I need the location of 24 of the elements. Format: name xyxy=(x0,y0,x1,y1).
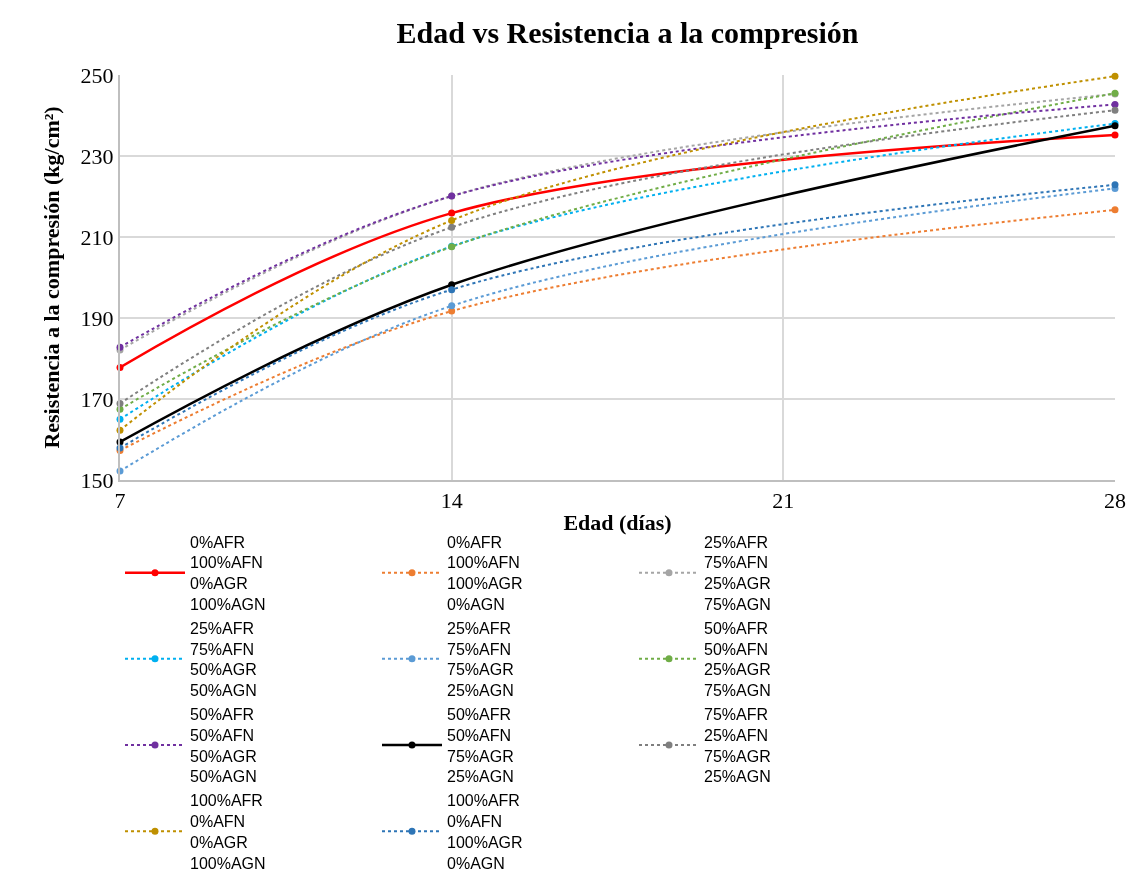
legend-label: 75%AFR 25%AFN 75%AGR 25%AGN xyxy=(704,706,771,786)
legend-label: 25%AFR 75%AFN 50%AGR 50%AGN xyxy=(190,619,257,700)
legend-label: 100%AFR 0%AFN 0%AGR 100%AGN xyxy=(190,792,266,872)
x-tick-label: 14 xyxy=(440,488,463,514)
y-axis-title: Resistencia a la compresión (kg/cm²) xyxy=(38,106,64,449)
x-tick-label: 7 xyxy=(114,488,126,514)
legend-label: 25%AFR 75%AFN 75%AGR 25%AGN xyxy=(447,619,514,700)
x-axis-title: Edad (días) xyxy=(563,509,672,535)
y-tick-label: 150 xyxy=(80,467,114,493)
y-tick-label: 250 xyxy=(80,62,114,88)
legend-label: 50%AFR 50%AFN 50%AGR 50%AGN xyxy=(190,706,257,786)
legend-label: 0%AFR 100%AFN 0%AGR 100%AGN xyxy=(190,533,266,614)
legend-label: 100%AFR 0%AFN 100%AGR 0%AGN xyxy=(447,792,523,872)
x-tick-label: 28 xyxy=(1104,488,1126,514)
y-tick-label: 230 xyxy=(80,143,114,169)
chart-title: Edad vs Resistencia a la compresión xyxy=(396,16,859,50)
legend-label: 0%AFR 100%AFN 100%AGR 0%AGN xyxy=(447,533,523,614)
y-tick-label: 170 xyxy=(80,386,114,412)
legend-label: 25%AFR 75%AFN 25%AGR 75%AGN xyxy=(704,533,771,614)
x-tick-label: 21 xyxy=(772,488,795,514)
legend-label: 50%AFR 50%AFN 75%AGR 25%AGN xyxy=(447,706,514,786)
y-tick-label: 190 xyxy=(80,305,114,331)
legend-label: 50%AFR 50%AFN 25%AGR 75%AGN xyxy=(704,619,771,700)
y-tick-label: 210 xyxy=(80,224,114,250)
